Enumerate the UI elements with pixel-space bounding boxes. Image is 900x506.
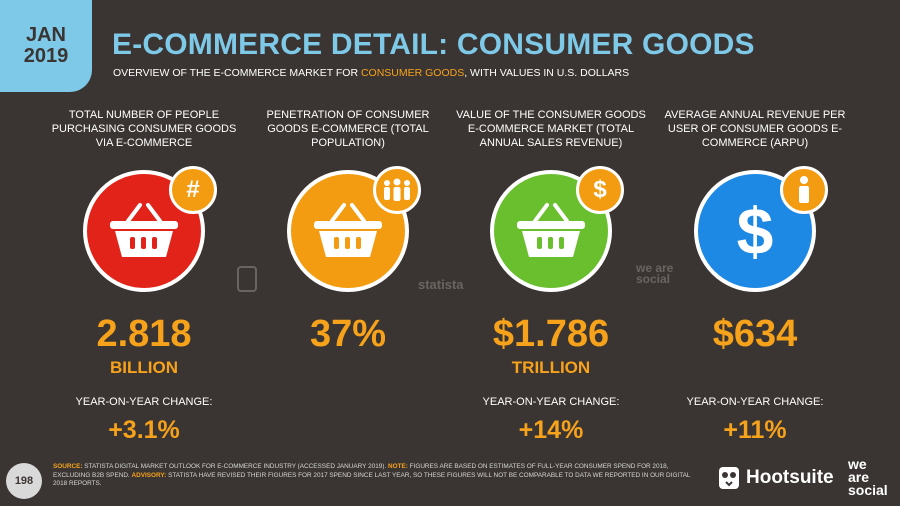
hootsuite-text: Hootsuite (746, 467, 834, 488)
date-badge: JAN 2019 (0, 0, 92, 92)
stat-value: 37% (309, 313, 387, 355)
change-value: +11% (723, 415, 787, 444)
page-title: E-COMMERCE DETAIL: CONSUMER GOODS (112, 28, 755, 61)
date-year: 2019 (23, 45, 69, 67)
source-note: SOURCE: STATISTA DIGITAL MARKET OUTLOOK … (53, 463, 693, 489)
stat-label: VALUE OF THE CONSUMER GOODS E-COMMERCE M… (456, 109, 646, 149)
page-subtitle: OVERVIEW OF THE E-COMMERCE MARKET FOR CO… (113, 67, 629, 79)
stat-unit: TRILLION (511, 357, 591, 377)
change-value (253, 416, 443, 446)
people-icon (373, 166, 421, 214)
stat-card-people: TOTAL NUMBER OF PEOPLE PURCHASING CONSUM… (49, 108, 239, 446)
was-are: are (848, 469, 870, 485)
change-label: YEAR-ON-YEAR CHANGE: (75, 395, 213, 408)
basket-icon: $ (490, 166, 624, 292)
source-key: SOURCE: (53, 463, 83, 470)
basket-icon: # (83, 166, 217, 292)
page-number: 198 (6, 463, 42, 499)
dollar-icon: $ (576, 166, 624, 214)
change-value: +3.1% (108, 415, 180, 444)
stat-label: PENETRATION OF CONSUMER GOODS E-COMMERCE… (266, 109, 430, 149)
stat-value: 2.818 (96, 313, 192, 355)
subtitle-pre: OVERVIEW OF THE E-COMMERCE MARKET FOR (113, 67, 361, 79)
stat-unit: BILLION (110, 357, 178, 377)
change-label: YEAR-ON-YEAR CHANGE: (686, 395, 824, 408)
stat-card-arpu: AVERAGE ANNUAL REVENUE PER USER OF CONSU… (660, 108, 850, 446)
statista-watermark: statista (418, 277, 464, 292)
owl-watermark-icon (237, 266, 257, 292)
stat-unit (253, 358, 443, 380)
stat-card-penetration: PENETRATION OF CONSUMER GOODS E-COMMERCE… (253, 108, 443, 446)
source-text: STATISTA DIGITAL MARKET OUTLOOK FOR E-CO… (82, 463, 388, 470)
hash-icon: # (169, 166, 217, 214)
hootsuite-logo: Hootsuite (718, 466, 834, 490)
advisory-text: STATISTA HAVE REVISED THEIR FIGURES FOR … (53, 471, 691, 488)
basket-icon (287, 166, 421, 292)
advisory-key: ADVISORY: (131, 471, 167, 479)
note-key: NOTE: (388, 463, 408, 470)
was-we: we (848, 456, 867, 472)
was-social: social (848, 482, 888, 498)
owl-icon (719, 467, 739, 489)
change-value: +14% (518, 415, 584, 444)
stat-value: $634 (712, 313, 798, 355)
subtitle-highlight: CONSUMER GOODS (360, 67, 465, 79)
we-are-social-logo: we are social (848, 456, 888, 498)
stat-unit (660, 358, 850, 380)
change-label (253, 396, 443, 410)
subtitle-post: , WITH VALUES IN U.S. DOLLARS (464, 67, 630, 79)
stat-label: AVERAGE ANNUAL REVENUE PER USER OF CONSU… (664, 109, 846, 149)
dollar-icon: $ (694, 166, 828, 292)
stat-label: TOTAL NUMBER OF PEOPLE PURCHASING CONSUM… (51, 109, 237, 149)
date-month: JAN (25, 24, 66, 46)
person-icon (780, 166, 828, 214)
we-are-social-watermark: we are social (636, 261, 674, 286)
change-label: YEAR-ON-YEAR CHANGE: (482, 395, 620, 408)
note-text: FIGURES ARE BASED ON ESTIMATES OF FULL-Y… (53, 463, 669, 479)
stat-value: $1.786 (492, 313, 610, 355)
stat-card-market-value: VALUE OF THE CONSUMER GOODS E-COMMERCE M… (456, 108, 646, 446)
